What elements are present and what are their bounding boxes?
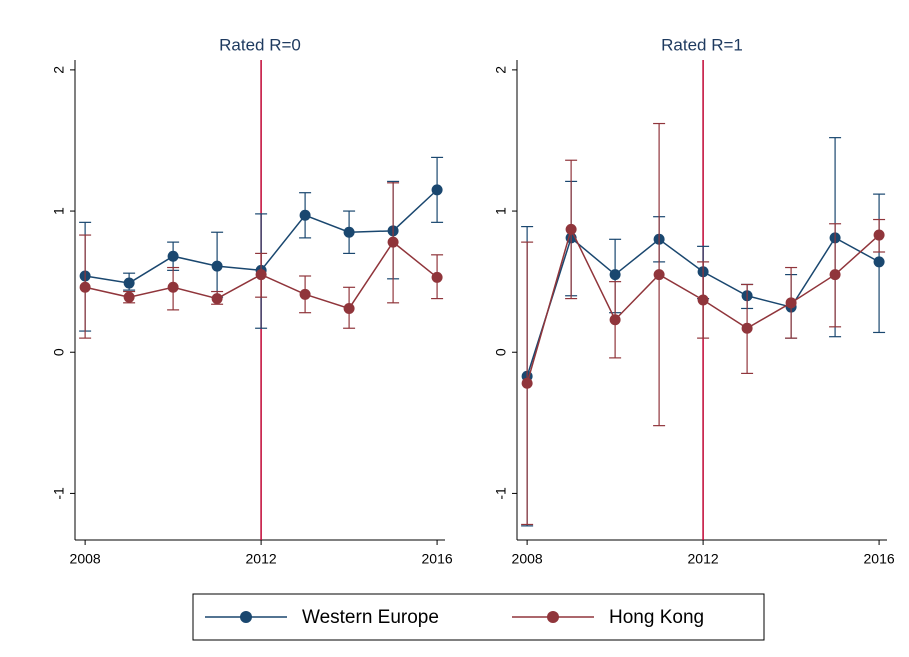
point — [299, 288, 311, 300]
y-tick-label: 0 — [493, 348, 509, 356]
y-tick-label: 1 — [51, 207, 67, 215]
point — [167, 250, 179, 262]
legend-box — [192, 593, 765, 641]
y-tick-label: 2 — [493, 66, 509, 74]
point — [431, 271, 443, 283]
point — [123, 277, 135, 289]
point — [299, 209, 311, 221]
point — [565, 223, 577, 235]
point — [609, 269, 621, 281]
point — [255, 269, 267, 281]
point — [79, 281, 91, 293]
point — [609, 314, 621, 326]
point — [211, 260, 223, 272]
legend-label: Western Europe — [302, 607, 439, 628]
panel-title: Rated R=0 — [219, 35, 301, 54]
point — [873, 229, 885, 241]
x-tick-label: 2012 — [246, 551, 277, 567]
panel-title: Rated R=1 — [661, 35, 743, 54]
point — [123, 291, 135, 303]
point — [653, 269, 665, 281]
point — [785, 297, 797, 309]
point — [697, 294, 709, 306]
y-tick-label: -1 — [51, 487, 67, 500]
point — [167, 281, 179, 293]
x-tick-label: 2008 — [512, 551, 543, 567]
point — [873, 256, 885, 268]
legend-marker — [240, 611, 252, 623]
point — [343, 302, 355, 314]
point — [343, 226, 355, 238]
y-tick-label: 2 — [51, 66, 67, 74]
point — [521, 377, 533, 389]
point — [211, 293, 223, 305]
x-tick-label: 2008 — [70, 551, 101, 567]
point — [431, 184, 443, 196]
legend-marker — [547, 611, 559, 623]
x-tick-label: 2016 — [422, 551, 453, 567]
y-tick-label: 1 — [493, 207, 509, 215]
point — [387, 236, 399, 248]
x-tick-label: 2012 — [688, 551, 719, 567]
y-tick-label: 0 — [51, 348, 67, 356]
point — [741, 322, 753, 334]
point — [829, 269, 841, 281]
x-tick-label: 2016 — [864, 551, 895, 567]
y-tick-label: -1 — [493, 487, 509, 500]
legend-label: Hong Kong — [609, 607, 704, 628]
